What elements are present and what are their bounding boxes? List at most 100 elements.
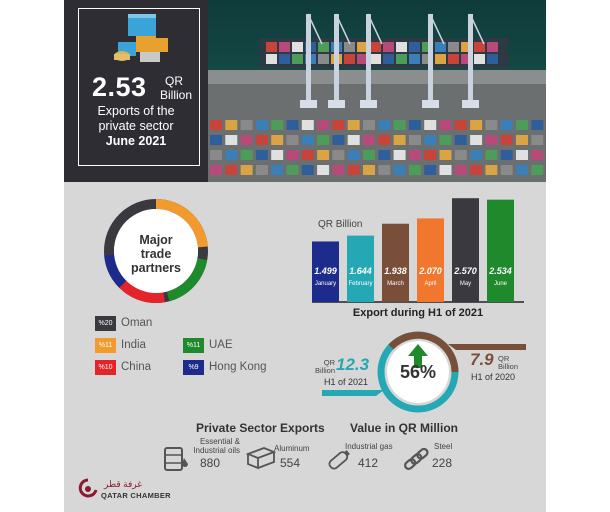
h1-2020-unit: QR Billion — [498, 355, 518, 371]
h1-2021-bar — [322, 390, 384, 396]
port-photo — [208, 0, 546, 182]
yard-container — [454, 150, 467, 160]
ship-container — [266, 42, 277, 52]
bar-value-label: 2.570 — [453, 266, 477, 276]
bar — [417, 218, 444, 302]
ship-container — [396, 54, 407, 64]
ship-container — [396, 42, 407, 52]
yard-container — [347, 165, 360, 175]
yard-container — [378, 165, 391, 175]
yard-container — [470, 165, 483, 175]
bar-category-label: March — [387, 281, 404, 287]
legend-swatch-uae: %11 — [183, 338, 204, 353]
yard-container — [485, 120, 498, 130]
legend-name-oman: Oman — [121, 317, 153, 329]
crane-base — [328, 100, 345, 108]
ship-container — [435, 54, 446, 64]
yard-container — [225, 135, 238, 145]
yard-container — [301, 135, 314, 145]
yard-container — [454, 120, 467, 130]
yard-container — [347, 135, 360, 145]
crane-cable — [335, 13, 351, 45]
yard-container — [516, 120, 528, 130]
ship-container — [409, 42, 420, 52]
yard-container — [439, 150, 452, 160]
yard-container — [286, 150, 299, 160]
bar-category-label: April — [424, 281, 436, 287]
yard-container — [210, 120, 222, 130]
export-name-oils: Essential & Industrial oils — [184, 437, 240, 455]
yard-container — [255, 150, 268, 160]
h1-2020-value: 7.9 — [470, 350, 494, 369]
yard-container — [225, 120, 238, 130]
crane-cable — [367, 13, 383, 45]
yard-container — [408, 120, 421, 130]
crane-cable — [469, 13, 485, 45]
ship-container — [474, 42, 485, 52]
aluminum-beam-icon — [246, 447, 276, 470]
crane-tower — [366, 14, 371, 104]
growth-percent: 56% — [399, 362, 437, 382]
crane-tower — [334, 14, 339, 104]
bar-category-label: February — [348, 281, 372, 287]
yard-container — [286, 135, 299, 145]
ship-container — [279, 42, 290, 52]
export-value-aluminum: 554 — [280, 456, 301, 470]
ship-container — [448, 54, 459, 64]
yard-container — [408, 150, 421, 160]
yard-container — [485, 150, 498, 160]
yard-container — [485, 135, 498, 145]
yard-container — [500, 120, 513, 130]
yard-container — [317, 150, 330, 160]
chart-ylabel: QR Billion — [318, 219, 363, 230]
partners-donut-chart — [104, 199, 208, 303]
yard-container — [500, 165, 513, 175]
bar — [452, 198, 479, 302]
donut-segment-china — [119, 280, 166, 303]
yard-container — [531, 135, 544, 145]
yard-container — [454, 135, 467, 145]
legend-name-hong-kong: Hong Kong — [209, 361, 267, 373]
yard-container — [240, 120, 253, 130]
yard-container — [255, 120, 268, 130]
ship-container — [461, 54, 472, 64]
oil-barrel-icon — [164, 447, 188, 471]
brand-arabic: غرفة قطر — [104, 479, 142, 489]
yard-container — [286, 165, 299, 175]
ship-container — [357, 54, 368, 64]
yard-container — [363, 165, 375, 175]
crane-cable — [429, 13, 445, 45]
infographic-card: 2.53 QR Billion Exports of the private s… — [64, 0, 546, 512]
yard-container — [439, 120, 452, 130]
crane-tower — [468, 14, 473, 104]
ship-container — [370, 42, 381, 52]
h1-2020-bar — [448, 344, 526, 350]
bar — [347, 235, 374, 302]
yard-container — [301, 120, 314, 130]
yard-container — [332, 165, 345, 175]
yard-container — [347, 150, 360, 160]
donut-center — [114, 209, 198, 293]
partners-title-line3: partners — [130, 261, 182, 275]
yard-container — [424, 150, 437, 160]
hero-date: June 2021 — [105, 134, 167, 148]
partners-title-line1: Major — [139, 233, 173, 247]
yard-container — [225, 150, 238, 160]
gas-cylinder-icon — [328, 450, 350, 470]
yard-container — [424, 165, 437, 175]
export-name-aluminum: Aluminum — [274, 444, 310, 453]
crane-base — [462, 100, 479, 108]
ship-container — [344, 42, 355, 52]
exports-title: Private Sector Exports — [196, 421, 325, 435]
export-name-steel: Steel — [434, 442, 453, 451]
ship-container — [383, 42, 394, 52]
h1-2020-unit-line1: QR — [498, 354, 510, 363]
ship-container — [266, 54, 277, 64]
yard-container — [378, 150, 391, 160]
legend-swatch-hong-kong: %9 — [183, 360, 204, 375]
yard-container — [439, 165, 452, 175]
yard-container — [393, 135, 406, 145]
yard-container — [408, 165, 421, 175]
ship-container — [409, 54, 420, 64]
hero-frame — [78, 8, 200, 166]
